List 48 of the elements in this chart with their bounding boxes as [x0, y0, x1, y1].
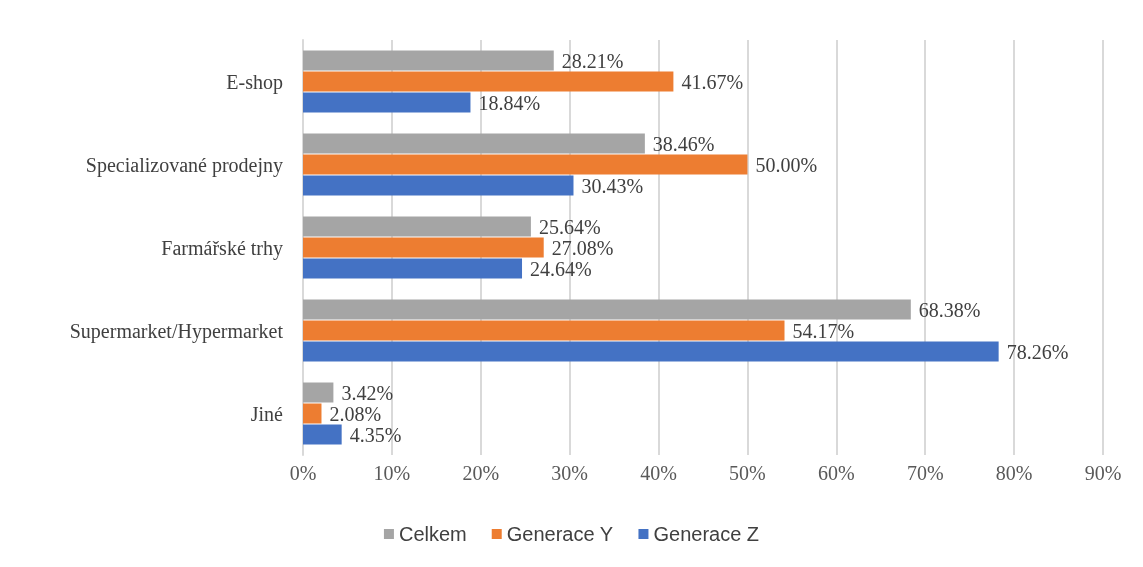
- data-label: 54.17%: [792, 319, 855, 342]
- y-tick-label: Supermarket/Hypermarket: [69, 319, 284, 343]
- bar: [303, 71, 674, 92]
- bar: [303, 50, 554, 71]
- x-tick-label: 60%: [818, 462, 855, 484]
- y-tick-label: Specializované prodejny: [85, 153, 283, 177]
- data-label: 38.46%: [652, 132, 715, 155]
- data-label: 41.67%: [681, 70, 744, 93]
- bar: [303, 403, 322, 424]
- data-label: 78.26%: [1006, 340, 1069, 363]
- bar: [303, 424, 342, 445]
- bar: [303, 237, 544, 258]
- x-tick-label: 20%: [462, 462, 500, 484]
- data-label: 30.43%: [581, 174, 644, 197]
- bar: [303, 258, 523, 279]
- data-label: 27.08%: [551, 236, 614, 259]
- x-tick-label: 30%: [551, 462, 588, 484]
- bar: [303, 382, 334, 403]
- y-tick-label: Farmářské trhy: [161, 236, 283, 260]
- data-label: 4.35%: [349, 423, 402, 446]
- bar: [303, 92, 471, 113]
- bar: [303, 133, 645, 154]
- data-label: 50.00%: [755, 153, 818, 176]
- y-tick-label: Jiné: [250, 402, 284, 425]
- data-label: 2.08%: [329, 402, 382, 425]
- legend-label: Celkem: [398, 523, 467, 545]
- data-label: 3.42%: [341, 381, 394, 404]
- legend-label: Generace Z: [653, 523, 760, 545]
- x-tick-label: 40%: [640, 462, 677, 484]
- bar: [303, 299, 911, 320]
- y-tick-label: E-shop: [226, 70, 283, 94]
- data-label: 24.64%: [530, 257, 592, 280]
- data-label: 25.64%: [538, 215, 601, 238]
- bar: [303, 216, 531, 237]
- data-label: 28.21%: [561, 49, 624, 72]
- x-tick-label: 0%: [289, 462, 317, 484]
- x-tick-label: 80%: [995, 462, 1033, 484]
- x-tick-label: 10%: [373, 462, 411, 484]
- bar: [303, 154, 748, 175]
- x-tick-label: 70%: [906, 462, 944, 484]
- bar: [303, 175, 574, 196]
- x-tick-label: 90%: [1084, 462, 1122, 484]
- legend-label: Generace Y: [506, 523, 614, 545]
- bar: [303, 341, 999, 362]
- data-label: 18.84%: [478, 91, 541, 114]
- bar: [303, 320, 785, 341]
- data-label: 68.38%: [918, 298, 981, 321]
- x-tick-label: 50%: [729, 462, 766, 484]
